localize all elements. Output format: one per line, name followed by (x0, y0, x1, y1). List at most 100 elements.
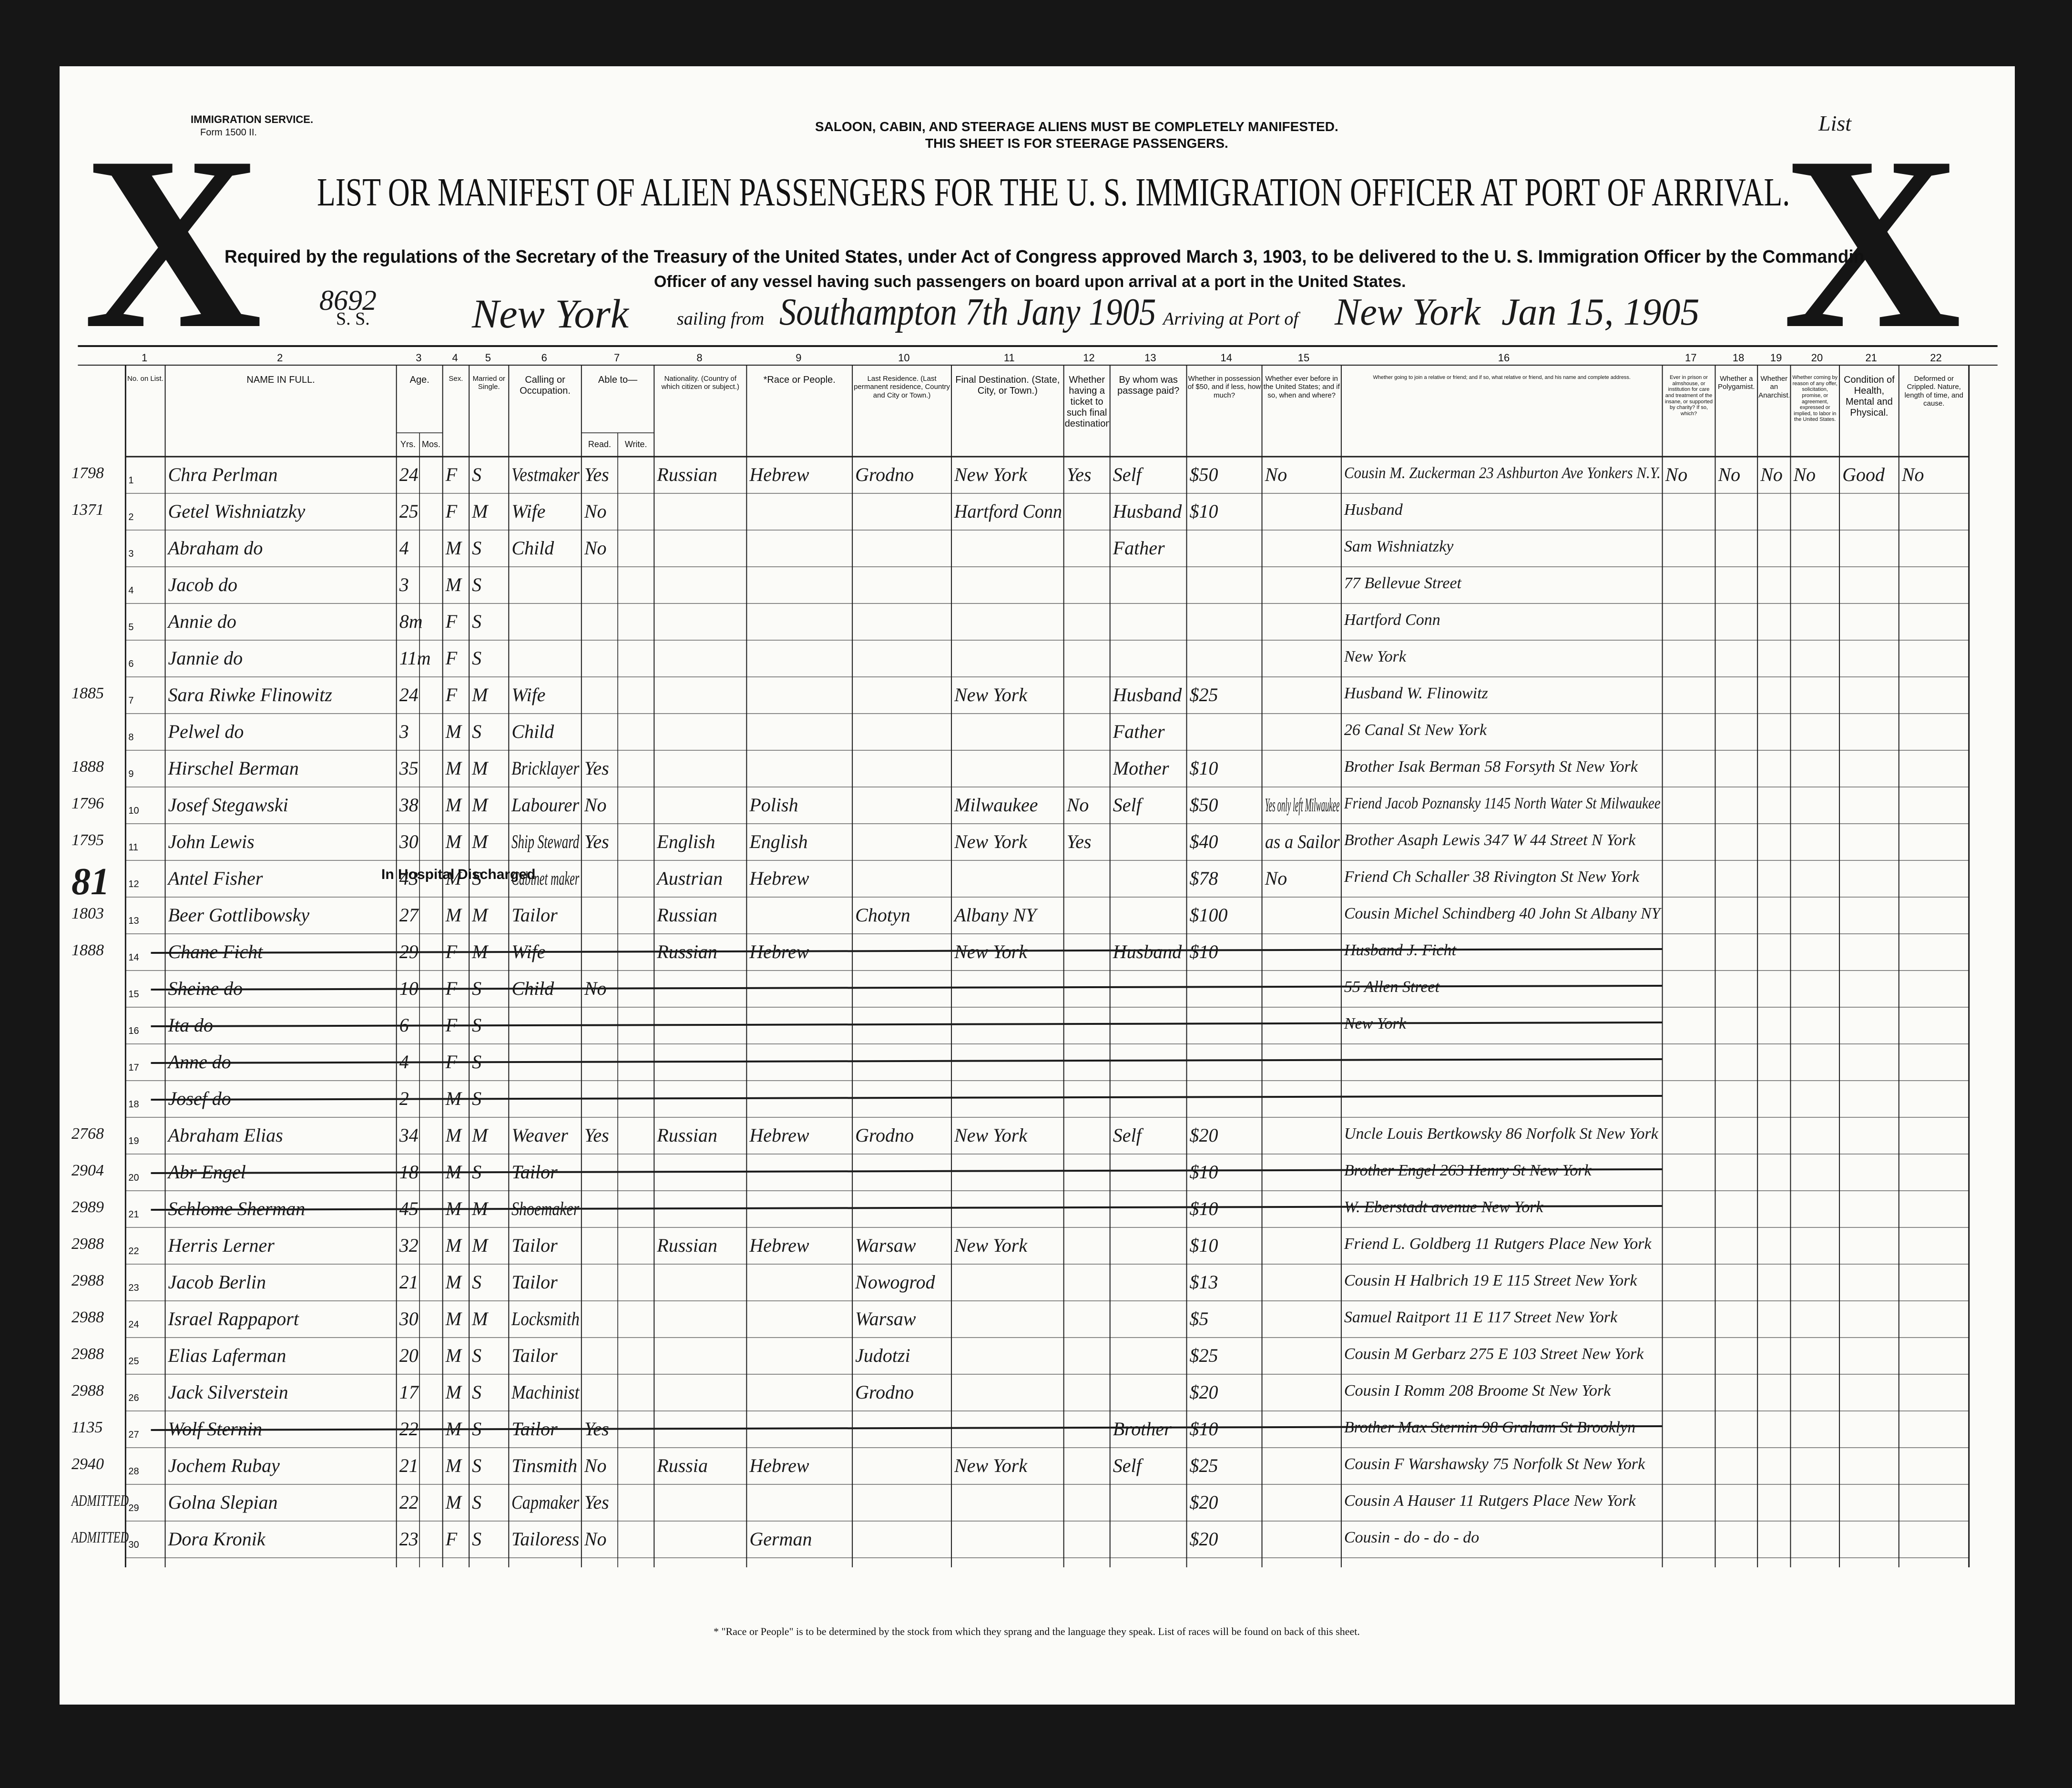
cell-married: S (472, 647, 482, 669)
column-number: 1 (141, 352, 148, 364)
cell-relative: Cousin M Gerbarz 275 E 103 Street New Yo… (1344, 1345, 1644, 1363)
cell-destination: New York (954, 1235, 1028, 1256)
cell-married: M (472, 1124, 488, 1146)
cell-married: S (472, 721, 482, 742)
cell-money: $10 (1189, 1235, 1218, 1256)
cell-sex: M (445, 1124, 462, 1146)
column-header: Whether ever before in the United States… (1263, 375, 1340, 399)
cell-sex: F (445, 1051, 458, 1073)
cell-name: Wolf Sternin (168, 1418, 262, 1440)
column-header: Condition of Health, Mental and Physical… (1844, 375, 1895, 418)
cell-calling: Bricklayer (511, 757, 580, 779)
margin-note: 2988 (71, 1308, 104, 1326)
cell-sex: M (445, 1455, 462, 1476)
cell-age: 24 (399, 684, 418, 705)
ss-label: S. S. (336, 309, 370, 329)
cell-paid: Husband (1113, 684, 1182, 705)
cell-married: S (472, 1381, 482, 1403)
cell-name: Sara Riwke Flinowitz (168, 684, 332, 705)
column-number: 17 (1685, 352, 1697, 364)
cell-sex: M (445, 537, 462, 559)
cell-age: 10 (399, 978, 418, 999)
cell-no: 3 (128, 549, 134, 559)
cell-no: 1 (128, 475, 134, 486)
cell-calling: Vestmaker (511, 464, 580, 485)
strike-through (151, 1168, 1663, 1174)
cell-race: English (749, 831, 808, 852)
cell-calling: Ship Steward (511, 831, 580, 852)
cell-paid: Father (1113, 721, 1165, 742)
cell-age: 22 (399, 1418, 418, 1440)
column-number: 18 (1732, 352, 1745, 364)
cell-relative: Brother Asaph Lewis 347 W 44 Street N Yo… (1344, 831, 1636, 849)
cell-sex: F (445, 1528, 458, 1550)
cell-money: $20 (1189, 1492, 1218, 1513)
column-subheader: Yrs. (400, 439, 416, 449)
cell-relative: Husband (1344, 501, 1403, 519)
column-number: 22 (1930, 352, 1942, 364)
cell-destination: New York (954, 1455, 1028, 1476)
cell-age: 23 (399, 1528, 418, 1550)
column-header: Whether in possession of $50, and if les… (1187, 375, 1261, 399)
cell-name: Josef Stegawski (168, 794, 288, 816)
cell-paid: Husband (1113, 501, 1182, 522)
column-subheader: Write. (624, 439, 647, 449)
cell-read: Yes (584, 1418, 609, 1440)
cell-age: 35 (399, 757, 418, 779)
cell-relative: Friend L. Goldberg 11 Rutgers Place New … (1344, 1235, 1652, 1253)
cell-married: M (472, 831, 488, 852)
margin-note: 2988 (71, 1382, 104, 1400)
cell-read: No (584, 501, 607, 522)
list-label: List (1818, 111, 1852, 135)
cell-relative: Cousin - do - do - do (1344, 1529, 1480, 1546)
cell-residence: Grodno (855, 1381, 914, 1403)
cell-sex: M (445, 1418, 462, 1440)
cell-residence: Nowogrod (855, 1271, 935, 1293)
cell-name: Chra Perlman (168, 464, 278, 485)
arrival-date: Jan 15, 1905 (1501, 291, 1700, 333)
cell-money: $13 (1189, 1271, 1218, 1293)
cell-married: S (472, 574, 482, 595)
cell-no: 20 (128, 1173, 139, 1183)
cell-sex: F (445, 1014, 458, 1036)
cell-destination: New York (954, 684, 1028, 705)
cell-age: 38 (399, 794, 418, 816)
column-number: 9 (796, 352, 802, 364)
cell-nationality: Russian (657, 904, 717, 926)
column-number: 11 (1003, 352, 1015, 364)
column-header: NAME IN FULL. (246, 375, 315, 385)
column-header: Nationality. (Country of which citizen o… (661, 375, 740, 391)
cell-no: 11 (128, 842, 139, 853)
margin-note: 1798 (71, 464, 104, 482)
cell-no: 7 (128, 695, 134, 706)
margin-note: ADMITTED (71, 1529, 129, 1546)
cell-no: 26 (128, 1393, 139, 1403)
margin-note: 1795 (71, 831, 104, 849)
cell-calling: Weaver (511, 1124, 568, 1146)
cell-destination: New York (954, 1124, 1028, 1146)
cell-no: 15 (128, 989, 139, 1000)
cell-sex: F (445, 464, 458, 485)
cell-nationality: Russian (657, 941, 717, 962)
cell-name: Abraham Elias (168, 1124, 283, 1146)
column-header: Whether coming by reason of any offer, s… (1792, 375, 1838, 423)
cell-read: Yes (584, 1124, 609, 1146)
cell-before: No (1265, 868, 1287, 889)
cell-ticket: Yes (1066, 831, 1092, 852)
cell-age: 43 (399, 868, 418, 889)
cell-paid: Self (1113, 464, 1142, 485)
cell-read: No (584, 1455, 607, 1476)
cell-before: as a Sailor (1265, 831, 1340, 852)
form-label: Form 1500 II. (200, 127, 257, 138)
cell-read: No (584, 978, 607, 999)
margin-note: 2988 (71, 1272, 104, 1289)
cell-read: Yes (584, 831, 609, 852)
ship-name: New York (472, 291, 629, 337)
margin-note: 81 (71, 861, 110, 903)
column-number: 10 (898, 352, 910, 364)
cell-calling: Shoemaker (511, 1198, 580, 1219)
cell-calling: Cabinet maker (511, 868, 580, 889)
cell-name: Schlome Sherman (168, 1198, 306, 1219)
cell-money: $25 (1189, 684, 1218, 705)
cell-age: 45 (399, 1198, 418, 1219)
